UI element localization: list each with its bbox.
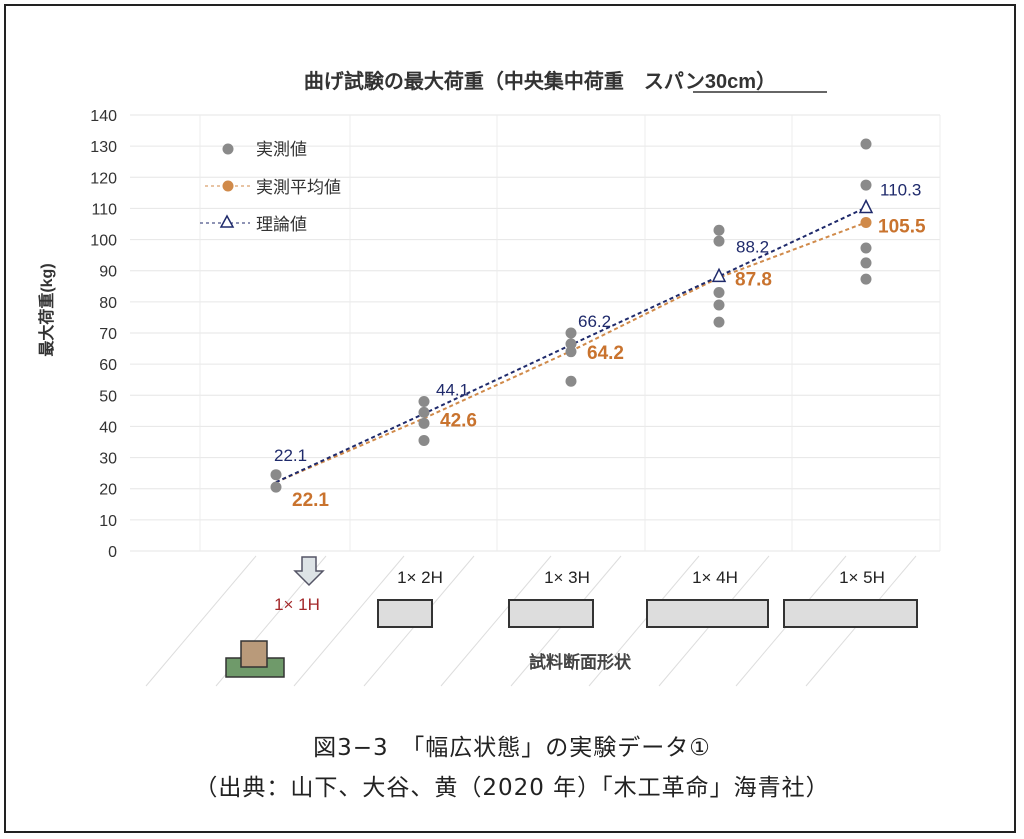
theory-data-label: 44.1: [436, 381, 469, 400]
measured-point: [713, 224, 725, 236]
legend-marker-theory: [219, 214, 235, 228]
y-tick-label: 10: [99, 513, 117, 530]
cross-section-shape: [783, 599, 918, 628]
perspective-line: [588, 555, 700, 687]
y-tick-label: 30: [99, 451, 117, 468]
measured-point: [713, 299, 725, 311]
measured-point: [860, 242, 872, 254]
average-point: [860, 216, 872, 228]
y-tick-label: 50: [99, 388, 117, 405]
measured-point: [565, 327, 577, 339]
y-tick-label: 0: [108, 544, 117, 561]
legend-label: 実測値: [256, 140, 307, 159]
figure-frame: [4, 4, 1016, 833]
measured-point: [860, 179, 872, 191]
y-tick-label: 20: [99, 482, 117, 499]
legend-label: 実測平均値: [256, 178, 341, 197]
measured-point: [713, 316, 725, 328]
measured-point: [270, 481, 282, 493]
chart-title: 曲げ試験の最大荷重（中央集中荷重 スパン30cm）: [304, 69, 776, 93]
y-axis-label: 最大荷重(kg): [37, 263, 56, 356]
caption-line-2: （出典：山下、大谷、黄（2020 年）「木工革命」海青社）: [194, 775, 830, 801]
legend-label: 理論値: [256, 215, 307, 234]
x-category-label: 1× 4H: [692, 568, 738, 587]
y-tick-label: 140: [90, 108, 117, 125]
measured-point: [565, 375, 577, 387]
specimen-block-icon: [240, 640, 268, 668]
y-tick-label: 130: [90, 139, 117, 156]
measured-point: [270, 469, 282, 481]
y-tick-label: 70: [99, 326, 117, 343]
average-data-label: 105.5: [878, 216, 926, 237]
x-axis-label: 試料断面形状: [529, 652, 632, 672]
x-category-label: 1× 5H: [839, 568, 885, 587]
cross-section-shape: [508, 599, 594, 628]
theory-point: [858, 198, 874, 214]
measured-point: [860, 257, 872, 269]
perspective-line: [293, 555, 405, 687]
measured-point: [418, 434, 430, 446]
y-tick-label: 60: [99, 357, 117, 374]
measured-point: [565, 338, 577, 350]
y-tick-label: 80: [99, 295, 117, 312]
y-tick-label: 120: [90, 170, 117, 187]
x-category-label: 1× 3H: [544, 568, 590, 587]
y-tick-label: 40: [99, 419, 117, 436]
perspective-line: [145, 555, 257, 687]
y-tick-label: 110: [91, 201, 117, 218]
legend-marker-measured: [222, 143, 234, 155]
measured-point: [860, 138, 872, 150]
down-arrow-icon: [293, 556, 325, 587]
cross-section-shape: [646, 599, 769, 628]
caption-line-1: 図3−3 「幅広状態」の実験データ①: [313, 735, 711, 761]
x-category-label: 1× 1H: [274, 595, 320, 614]
perspective-line: [440, 555, 552, 687]
measured-point: [713, 287, 725, 299]
measured-point: [860, 273, 872, 285]
y-tick-label: 90: [99, 264, 117, 281]
theory-point: [711, 267, 727, 283]
measured-point: [418, 417, 430, 429]
legend-marker-average: [222, 180, 234, 192]
average-data-label: 22.1: [292, 490, 329, 511]
average-data-label: 42.6: [440, 410, 477, 431]
theory-data-label: 88.2: [736, 237, 769, 256]
theory-data-label: 110.3: [880, 180, 921, 199]
x-category-label: 1× 2H: [397, 568, 443, 587]
average-data-label: 64.2: [587, 343, 624, 364]
measured-point: [565, 346, 577, 358]
average-data-label: 87.8: [735, 270, 772, 291]
theory-data-label: 22.1: [274, 446, 307, 465]
measured-point: [713, 235, 725, 247]
theory-data-label: 66.2: [578, 312, 611, 331]
measured-point: [418, 396, 430, 408]
y-tick-label: 100: [90, 233, 117, 250]
cross-section-shape: [377, 599, 433, 628]
measured-point: [418, 406, 430, 418]
